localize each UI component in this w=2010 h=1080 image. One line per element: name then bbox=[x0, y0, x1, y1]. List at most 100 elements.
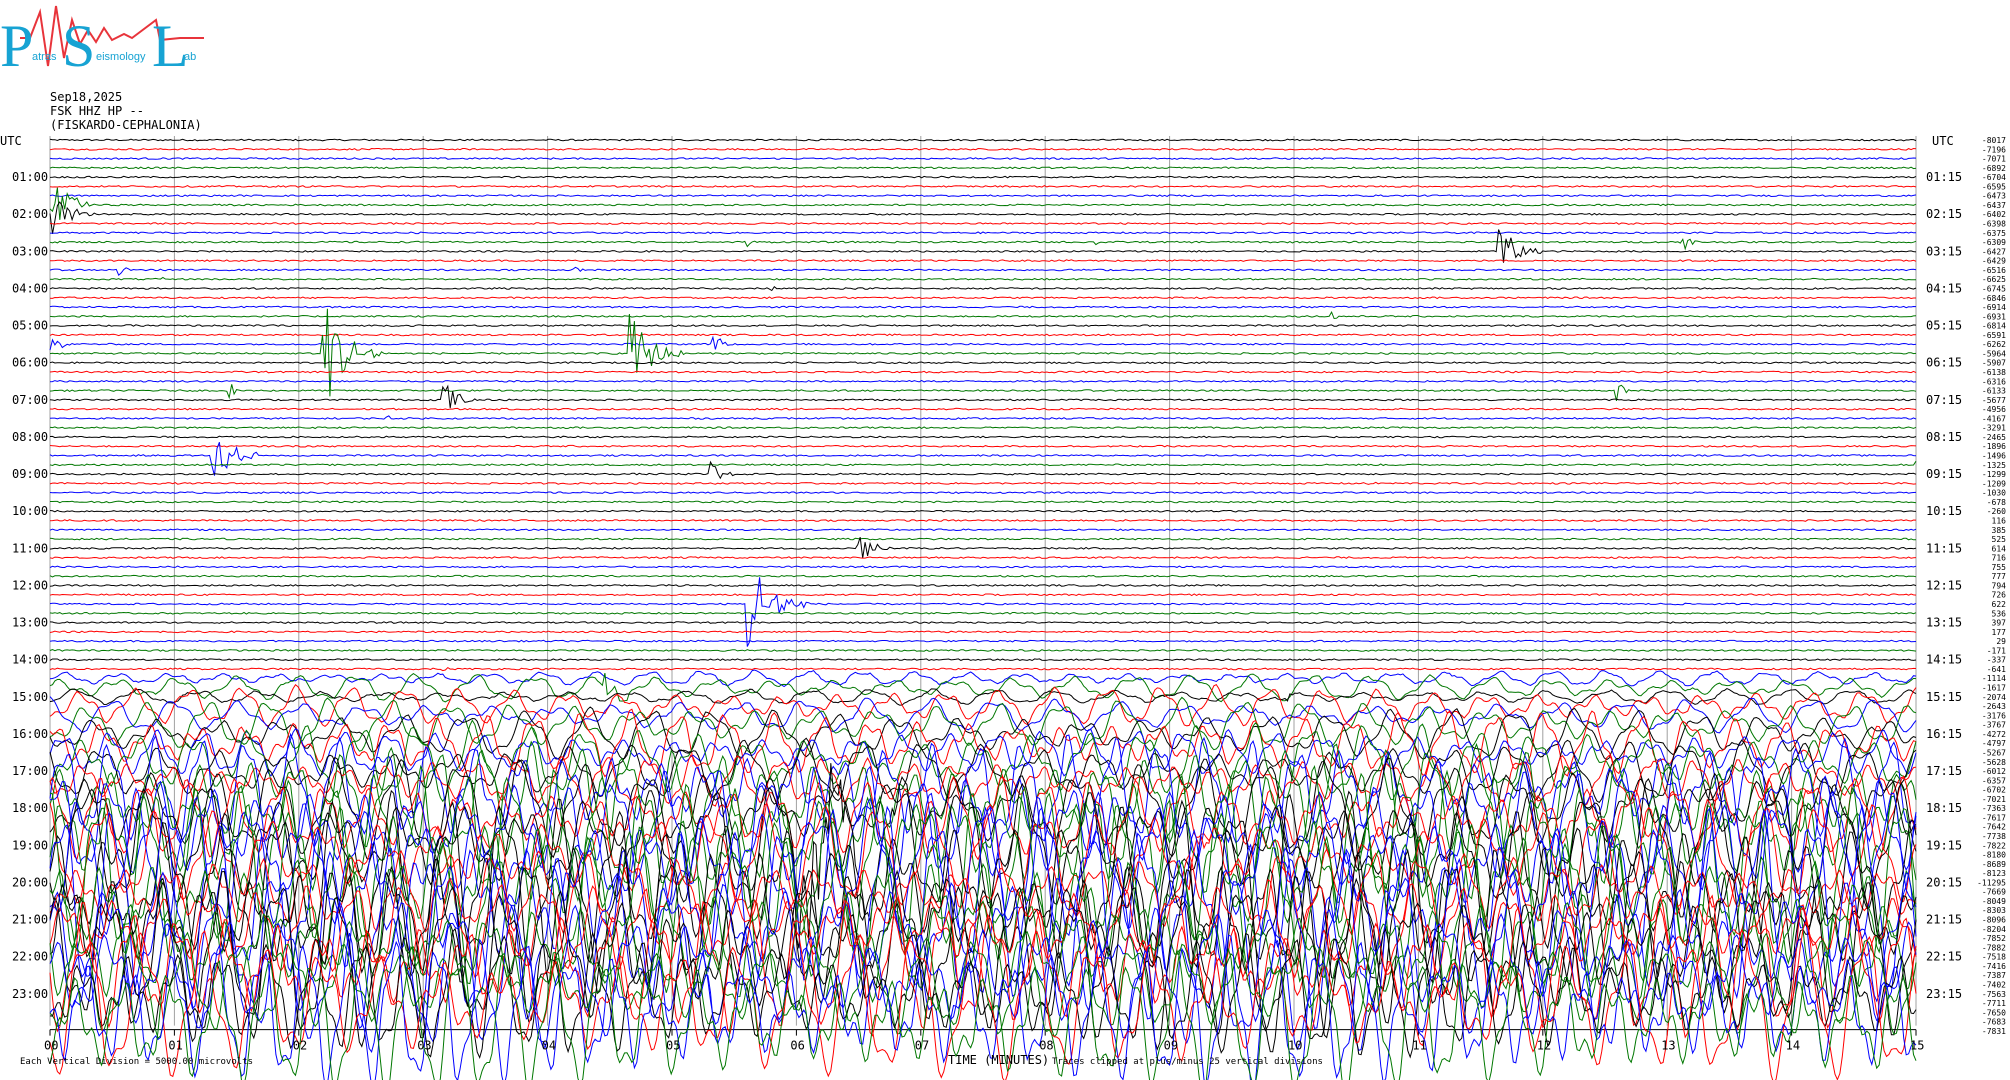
hour-label-left: 02:00 bbox=[12, 207, 48, 221]
trace-offset-value: -6427 bbox=[1982, 247, 2006, 256]
axis-labels: 00 01 02 03 04 05 06 07 08 09 10 11 12 13 14 15 01:00 02:… bbox=[12, 136, 2006, 1053]
x-tick-label: 06 bbox=[790, 1039, 804, 1053]
seismic-trace bbox=[49, 426, 1917, 430]
seismic-trace bbox=[49, 222, 1917, 225]
trace-offset-value: -2643 bbox=[1982, 702, 2006, 711]
seismic-trace bbox=[49, 519, 1917, 522]
trace-offset-value: -337 bbox=[1987, 656, 2006, 665]
seismic-trace bbox=[49, 696, 1917, 752]
trace-offset-value: -6745 bbox=[1982, 284, 2006, 293]
seismic-trace bbox=[49, 848, 1917, 936]
trace-offset-value: -6138 bbox=[1982, 368, 2006, 377]
trace-offset-value: -6914 bbox=[1982, 303, 2006, 312]
seismic-trace bbox=[49, 296, 1916, 300]
seismic-trace bbox=[49, 824, 1917, 994]
trace-offset-value: 794 bbox=[1992, 581, 2007, 590]
trace-offset-value: -7831 bbox=[1982, 1027, 2006, 1036]
seismic-trace bbox=[49, 238, 1917, 251]
seismic-trace bbox=[49, 384, 1917, 402]
trace-offset-value: -8017 bbox=[1982, 136, 2006, 145]
trace-offset-value: -7617 bbox=[1982, 813, 2006, 822]
hour-label-left: 07:00 bbox=[12, 393, 48, 407]
trace-offset-value: -641 bbox=[1987, 665, 2006, 674]
x-tick-label: 04 bbox=[542, 1039, 556, 1053]
hour-label-right: 07:15 bbox=[1926, 393, 1962, 407]
hour-label-right: 09:15 bbox=[1926, 467, 1962, 481]
seismic-trace bbox=[49, 593, 1917, 597]
seismic-trace bbox=[49, 509, 1917, 513]
seismic-trace bbox=[49, 931, 1917, 1040]
seismic-trace bbox=[49, 666, 1917, 672]
trace-offset-value: -6846 bbox=[1982, 294, 2006, 303]
logo-word-3: ab bbox=[184, 51, 196, 63]
trace-offset-value: -7650 bbox=[1982, 1008, 2006, 1017]
trace-offset-value: -6402 bbox=[1982, 210, 2006, 219]
seismic-trace bbox=[49, 528, 1917, 532]
hour-label-right: 10:15 bbox=[1926, 504, 1962, 518]
x-axis-title: TIME (MINUTES) bbox=[948, 1053, 1049, 1067]
trace-offset-value: 29 bbox=[1996, 637, 2006, 646]
trace-offset-value: -8689 bbox=[1982, 860, 2006, 869]
trace-offset-value: -7683 bbox=[1982, 1018, 2006, 1027]
trace-offset-value: 755 bbox=[1992, 563, 2007, 572]
seismic-trace bbox=[49, 166, 1917, 170]
trace-offset-value: -8123 bbox=[1982, 869, 2006, 878]
seismic-trace bbox=[49, 611, 1917, 615]
seismic-trace bbox=[49, 556, 1917, 559]
logo-letter-p: P bbox=[0, 13, 33, 79]
trace-offset-value: -8049 bbox=[1982, 897, 2006, 906]
seismic-trace bbox=[49, 333, 1917, 337]
hour-label-left: 01:00 bbox=[12, 170, 48, 184]
trace-offset-value: -5907 bbox=[1982, 359, 2006, 368]
hour-label-right: 19:15 bbox=[1926, 838, 1962, 852]
seismic-trace bbox=[49, 708, 1917, 778]
seismic-trace bbox=[49, 565, 1917, 569]
hour-label-right: 22:15 bbox=[1926, 950, 1962, 964]
seismic-trace bbox=[49, 866, 1917, 1051]
trace-offset-value: -7071 bbox=[1982, 155, 2006, 164]
trace-offset-value: -6931 bbox=[1982, 312, 2006, 321]
trace-offset-value: 177 bbox=[1992, 628, 2007, 637]
trace-offset-value: -7822 bbox=[1982, 841, 2006, 850]
seismic-trace bbox=[49, 754, 1917, 807]
trace-offset-value: 777 bbox=[1992, 572, 2007, 581]
trace-offset-value: 525 bbox=[1992, 535, 2007, 544]
trace-offset-value: -4797 bbox=[1982, 739, 2006, 748]
seismic-trace bbox=[49, 621, 1917, 624]
trace-offset-value: -7738 bbox=[1982, 832, 2006, 841]
trace-offset-value: -8180 bbox=[1982, 851, 2006, 860]
hour-label-right: 16:15 bbox=[1926, 727, 1962, 741]
seismic-trace bbox=[49, 460, 1917, 467]
seismic-trace bbox=[49, 789, 1917, 978]
seismic-trace bbox=[49, 305, 1917, 309]
trace-offset-value: 726 bbox=[1992, 591, 2007, 600]
trace-offset-value: -5628 bbox=[1982, 758, 2006, 767]
trace-offset-value: -7518 bbox=[1982, 953, 2006, 962]
seismic-trace bbox=[49, 175, 1917, 179]
hour-label-right: 14:15 bbox=[1926, 653, 1962, 667]
hour-label-right: 01:15 bbox=[1926, 170, 1962, 184]
seismic-trace bbox=[49, 630, 1917, 634]
left-utc-header: UTC bbox=[0, 134, 22, 148]
location-label: (FISKARDO-CEPHALONIA) bbox=[50, 118, 202, 132]
hour-label-left: 15:00 bbox=[12, 690, 48, 704]
seismic-trace bbox=[49, 584, 1917, 587]
seismic-trace bbox=[49, 194, 1917, 198]
x-tick-label: 01 bbox=[168, 1039, 182, 1053]
seismic-trace bbox=[49, 669, 1917, 688]
right-utc-header: UTC bbox=[1932, 134, 1954, 148]
x-tick-label: 10 bbox=[1288, 1039, 1302, 1053]
seismic-trace bbox=[49, 891, 1917, 1004]
seismic-trace bbox=[49, 276, 1916, 281]
trace-offset-value: -6892 bbox=[1982, 164, 2006, 173]
seismic-trace bbox=[49, 335, 1917, 351]
hour-label-right: 17:15 bbox=[1926, 764, 1962, 778]
trace-offset-value: -1030 bbox=[1982, 489, 2006, 498]
trace-offset-value: 397 bbox=[1992, 619, 2007, 628]
seismic-trace bbox=[49, 324, 1917, 327]
trace-offset-value: 614 bbox=[1992, 544, 2007, 553]
trace-offset-value: -1496 bbox=[1982, 452, 2006, 461]
hour-label-left: 06:00 bbox=[12, 356, 48, 370]
trace-offset-value: -6398 bbox=[1982, 220, 2006, 229]
logo-letter-s: S bbox=[62, 13, 95, 79]
